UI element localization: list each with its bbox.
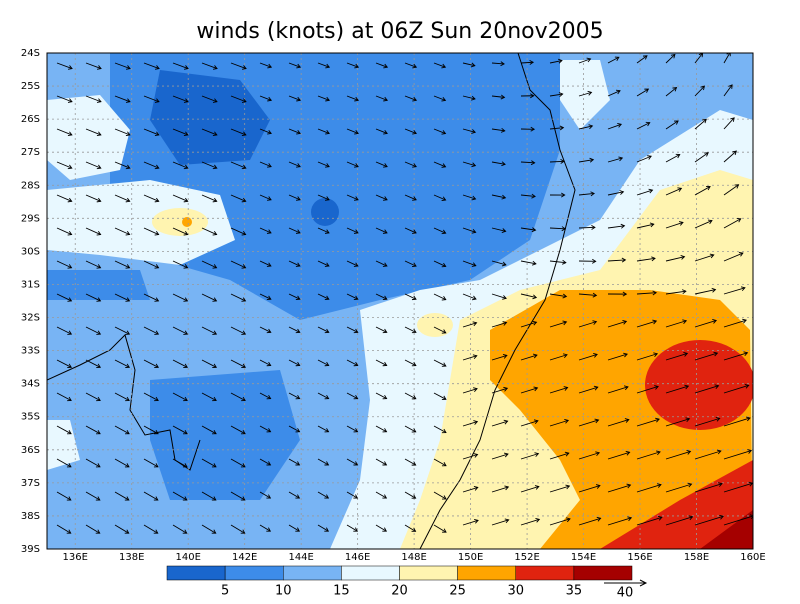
lat-label: 31S [21,279,40,290]
colorbar-swatch [167,566,225,580]
colorbar-label: 25 [449,584,466,599]
lon-label: 140E [175,552,200,563]
field-5-10 [47,270,150,300]
lon-label: 136E [63,552,88,563]
colorbar-swatch [516,566,574,580]
field-20-25 [152,208,208,236]
colorbar-label: 5 [221,584,229,599]
colorbar-swatch [400,566,458,580]
lat-label: 37S [21,478,40,489]
lon-label: 144E [288,552,313,563]
colorbar-swatch [574,566,632,580]
lon-label: 146E [345,552,370,563]
lat-label: 35S [21,412,40,423]
lat-label: 26S [21,114,40,125]
field-20-25 [417,313,453,337]
lat-label: 28S [21,180,40,191]
lat-label: 32S [21,313,40,324]
lat-label: 29S [21,213,40,224]
lat-label: 25S [21,81,40,92]
lon-label: 154E [571,552,596,563]
colorbar-label: 10 [275,584,292,599]
lat-label: 39S [21,544,40,555]
lon-label: 142E [232,552,257,563]
colorbar-label: 15 [333,584,350,599]
lat-label: 24S [21,48,40,59]
lat-label: 36S [21,445,40,456]
lat-label: 38S [21,511,40,522]
lat-label: 34S [21,379,40,390]
title: winds (knots) at 06Z Sun 20nov2005 [196,19,603,44]
colorbar-swatch [283,566,341,580]
lon-label: 158E [684,552,709,563]
lat-label: 27S [21,147,40,158]
lon-label: 150E [458,552,483,563]
reference-vector-label: 40 [617,586,634,601]
colorbar: 5 10 15 20 25 30 35 [167,566,632,599]
field-0-5 [311,198,339,226]
lat-label: 30S [21,246,40,257]
colorbar-label: 20 [391,584,408,599]
lon-label: 138E [119,552,144,563]
lon-label: 156E [627,552,652,563]
colorbar-swatch [458,566,516,580]
colorbar-swatch [341,566,399,580]
lon-label: 152E [514,552,539,563]
lat-label: 33S [21,346,40,357]
colorbar-label: 35 [566,584,583,599]
colorbar-swatch [225,566,283,580]
lon-label: 160E [740,552,765,563]
colorbar-label: 30 [507,584,524,599]
lon-label: 148E [401,552,426,563]
wind-speed-field [47,52,755,549]
